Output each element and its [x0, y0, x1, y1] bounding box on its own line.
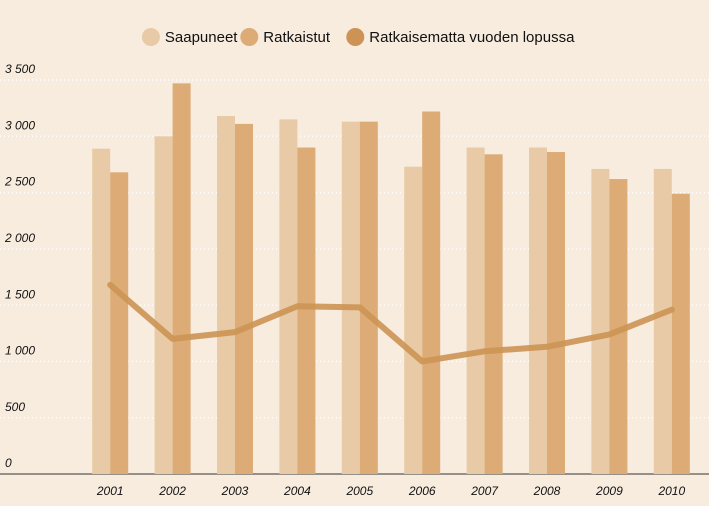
bar: [404, 166, 423, 474]
x-tick-label: 2007: [470, 484, 499, 498]
x-tick-label: 2009: [595, 484, 623, 498]
bar: [547, 152, 565, 474]
bar: [671, 193, 690, 474]
bar: [154, 136, 173, 475]
legend-label: Ratkaistut: [263, 29, 331, 46]
bar: [466, 147, 485, 475]
y-tick-label: 0: [5, 456, 12, 470]
bar: [609, 179, 628, 474]
bar: [359, 121, 378, 474]
x-tick-label: 2006: [408, 484, 436, 498]
x-tick-label: 2002: [158, 484, 186, 498]
x-tick-label: 2005: [345, 484, 373, 498]
bar: [279, 119, 298, 475]
bar: [110, 172, 129, 474]
line: [107, 281, 675, 365]
y-tick-label: 2 000: [4, 231, 35, 245]
x-tick-label: 2008: [533, 484, 561, 498]
bar: [422, 111, 441, 475]
y-tick-label: 3 000: [5, 118, 35, 132]
bar: [653, 168, 672, 474]
bar: [484, 154, 503, 474]
y-tick-label: 2 500: [4, 175, 35, 189]
legend-label: Saapuneet: [165, 29, 238, 46]
bar: [341, 121, 360, 474]
y-tick-label: 500: [5, 400, 25, 414]
x-tick-label: 2004: [283, 484, 311, 498]
y-tick-label: 3 500: [5, 62, 35, 76]
legend-label: Ratkaisematta vuoden lopussa: [369, 29, 575, 46]
x-tick-label: 2003: [221, 484, 249, 498]
bar: [235, 123, 253, 474]
legend-swatch: [240, 28, 259, 46]
bar: [172, 83, 191, 475]
bar: [297, 147, 316, 475]
bar: [529, 147, 547, 475]
x-tick-label: 2010: [657, 484, 685, 498]
legend-swatch: [141, 28, 160, 46]
bar: [591, 168, 610, 474]
x-tick-label: 2001: [96, 484, 124, 498]
y-tick-label: 1 500: [5, 287, 35, 301]
bar: [217, 116, 235, 474]
bar: [92, 148, 111, 474]
legend-swatch: [346, 28, 365, 46]
y-tick-label: 1 000: [5, 344, 35, 358]
